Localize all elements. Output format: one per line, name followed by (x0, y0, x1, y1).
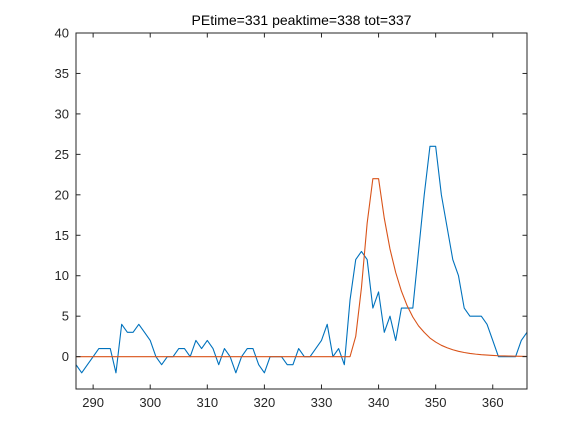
chart-title: PEtime=331 peaktime=338 tot=337 (192, 12, 412, 28)
x-tick-label: 330 (311, 395, 333, 410)
axes-layer (75, 32, 528, 390)
y-tick-label: 25 (55, 147, 69, 162)
y-tick-label: 35 (55, 66, 69, 81)
axes-box (75, 32, 528, 390)
x-tick-label: 310 (196, 395, 218, 410)
x-tick-label: 340 (368, 395, 390, 410)
series-line-2 (76, 178, 528, 358)
y-tick-label: 5 (62, 309, 69, 324)
x-tick-label: 360 (482, 395, 504, 410)
y-tick-label: 15 (55, 228, 69, 243)
y-tick-label: 40 (55, 26, 69, 41)
x-tick-label: 350 (425, 395, 447, 410)
x-tick-label: 290 (82, 395, 104, 410)
y-tick-label: 0 (62, 349, 69, 364)
y-tick-label: 20 (55, 187, 69, 202)
plot-area (76, 33, 527, 389)
series-layer (75, 145, 528, 374)
x-tick-label: 320 (254, 395, 276, 410)
x-tick-label: 300 (139, 395, 161, 410)
y-tick-label: 10 (55, 268, 69, 283)
y-tick-label: 30 (55, 106, 69, 121)
tick-layer: 290 300 310 320 330 340 350 360 0 5 10 15 20 25 30 35 40 (55, 26, 527, 410)
series-line-1 (75, 145, 528, 374)
